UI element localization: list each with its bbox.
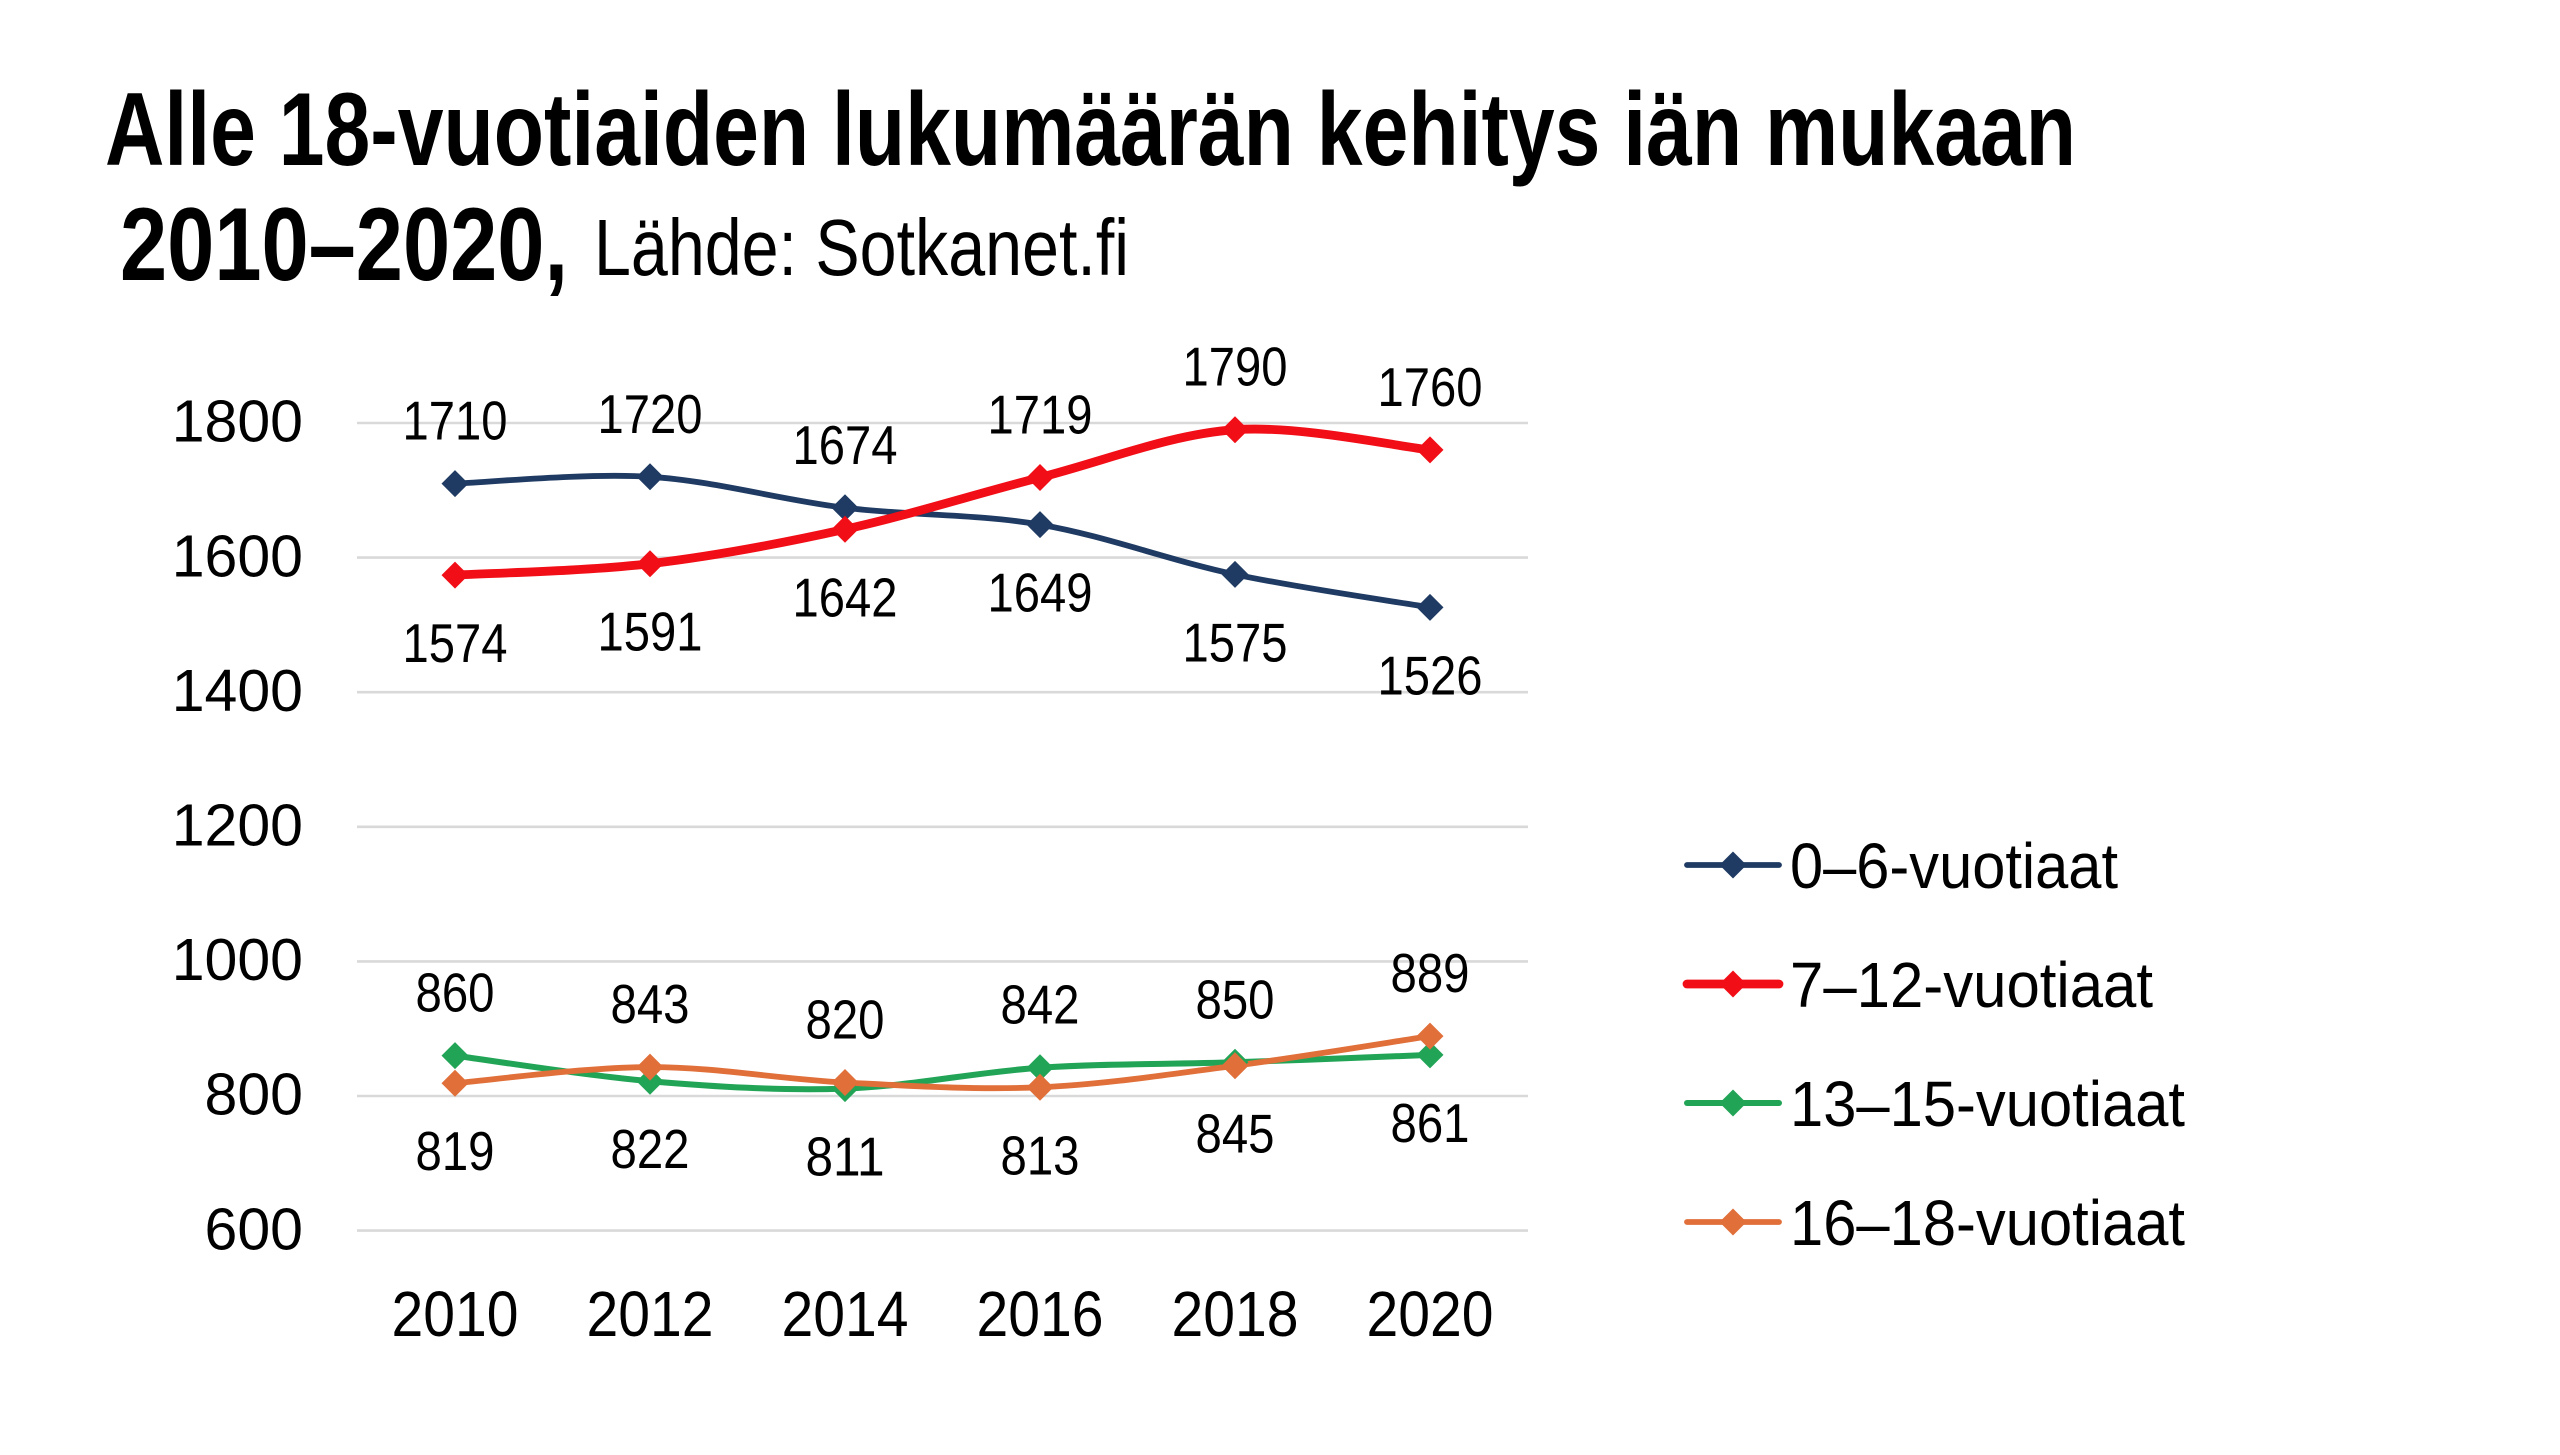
svg-text:2010–2020,: 2010–2020,: [120, 187, 568, 303]
svg-text:822: 822: [611, 1118, 690, 1180]
svg-text:1790: 1790: [1183, 336, 1288, 398]
svg-text:2014: 2014: [782, 1278, 909, 1350]
svg-text:1400: 1400: [172, 658, 303, 724]
svg-text:860: 860: [416, 962, 495, 1024]
svg-text:850: 850: [1196, 968, 1275, 1030]
svg-text:1719: 1719: [988, 384, 1093, 446]
svg-text:1591: 1591: [598, 601, 703, 663]
svg-text:2018: 2018: [1172, 1278, 1299, 1350]
svg-text:843: 843: [611, 973, 690, 1035]
svg-text:861: 861: [1391, 1092, 1470, 1154]
svg-text:1720: 1720: [598, 383, 703, 445]
svg-text:811: 811: [806, 1126, 885, 1188]
svg-text:820: 820: [806, 989, 885, 1051]
svg-text:2010: 2010: [392, 1278, 519, 1350]
svg-text:13–15-vuotiaat: 13–15-vuotiaat: [1790, 1068, 2185, 1140]
svg-text:16–18-vuotiaat: 16–18-vuotiaat: [1790, 1187, 2185, 1259]
svg-text:1526: 1526: [1378, 644, 1483, 706]
svg-text:1574: 1574: [403, 612, 508, 674]
svg-text:0–6-vuotiaat: 0–6-vuotiaat: [1790, 830, 2118, 902]
svg-text:1600: 1600: [172, 523, 303, 589]
svg-text:Alle 18-vuotiaiden lukumäärän: Alle 18-vuotiaiden lukumäärän kehitys iä…: [105, 72, 2076, 188]
svg-text:2020: 2020: [1367, 1278, 1494, 1350]
svg-text:1000: 1000: [172, 927, 303, 993]
svg-text:1200: 1200: [172, 793, 303, 859]
svg-text:1642: 1642: [793, 566, 898, 628]
svg-text:600: 600: [205, 1196, 303, 1262]
svg-text:2016: 2016: [977, 1278, 1104, 1350]
svg-text:Lähde: Sotkanet.fi: Lähde: Sotkanet.fi: [594, 203, 1129, 292]
svg-text:1710: 1710: [403, 390, 508, 452]
svg-text:1674: 1674: [793, 414, 898, 476]
svg-text:1649: 1649: [988, 562, 1093, 624]
svg-text:1575: 1575: [1183, 611, 1288, 673]
svg-text:800: 800: [205, 1062, 303, 1128]
svg-text:2012: 2012: [587, 1278, 714, 1350]
svg-text:1800: 1800: [172, 389, 303, 455]
svg-text:819: 819: [416, 1120, 495, 1182]
svg-text:845: 845: [1196, 1103, 1275, 1165]
svg-text:7–12-vuotiaat: 7–12-vuotiaat: [1790, 949, 2153, 1021]
svg-text:813: 813: [1001, 1124, 1080, 1186]
svg-text:889: 889: [1391, 942, 1470, 1004]
svg-text:842: 842: [1001, 974, 1080, 1036]
svg-text:1760: 1760: [1378, 356, 1483, 418]
